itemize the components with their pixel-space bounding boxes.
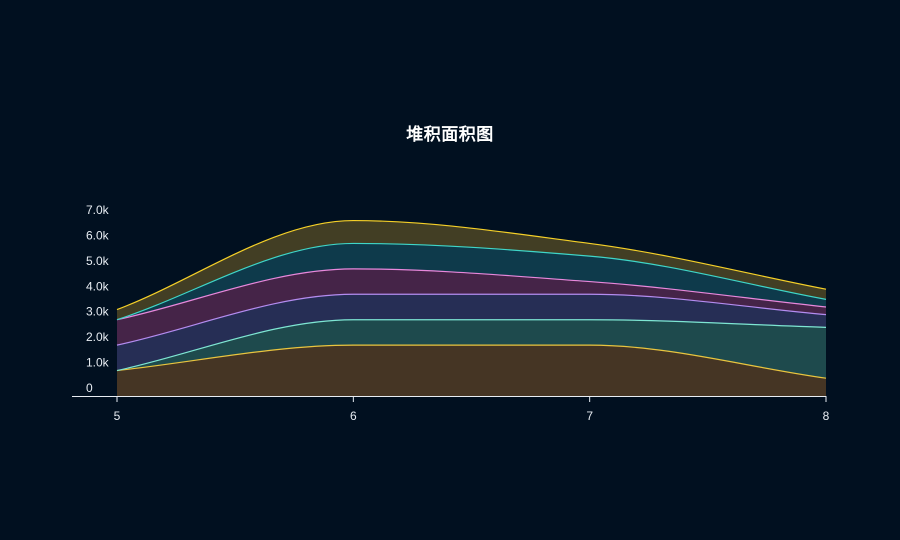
x-tick-label-7: 7 — [586, 409, 593, 423]
y-tick-label-0: 0 — [86, 381, 93, 395]
line-series-2 — [116, 319, 827, 372]
x-tick-label-6: 6 — [350, 409, 357, 423]
y-tick-label-3.0k: 3.0k — [86, 305, 110, 319]
chart-title: 堆积面积图 — [406, 125, 494, 145]
y-tick-label-4.0k: 4.0k — [86, 279, 110, 293]
line-series-4 — [116, 268, 827, 321]
y-tick-label-6.0k: 6.0k — [86, 228, 110, 242]
y-tick-label-2.0k: 2.0k — [86, 330, 110, 344]
y-tick-label-1.0k: 1.0k — [86, 356, 110, 370]
y-tick-label-5.0k: 5.0k — [86, 254, 110, 268]
axis-layer: 5 6 7 8 0 1.0k 2.0k 3.0k 4.0k 5.0k 6.0k 7.0k — [72, 203, 830, 423]
areas-layer — [117, 220, 826, 396]
line-series-1 — [116, 344, 827, 379]
x-tick-label-5: 5 — [114, 409, 121, 423]
area-series-4 — [117, 268, 826, 346]
x-tick-label-8: 8 — [823, 409, 830, 423]
lines-layer — [116, 219, 827, 379]
area-series-1 — [117, 345, 826, 396]
area-series-2 — [117, 319, 826, 379]
line-series-5 — [116, 242, 827, 321]
y-tick-label-7.0k: 7.0k — [86, 203, 110, 217]
area-series-6 — [117, 220, 826, 320]
line-series-3 — [116, 293, 827, 346]
area-series-5 — [117, 243, 826, 320]
area-series-3 — [117, 294, 826, 371]
line-series-6 — [116, 219, 827, 311]
